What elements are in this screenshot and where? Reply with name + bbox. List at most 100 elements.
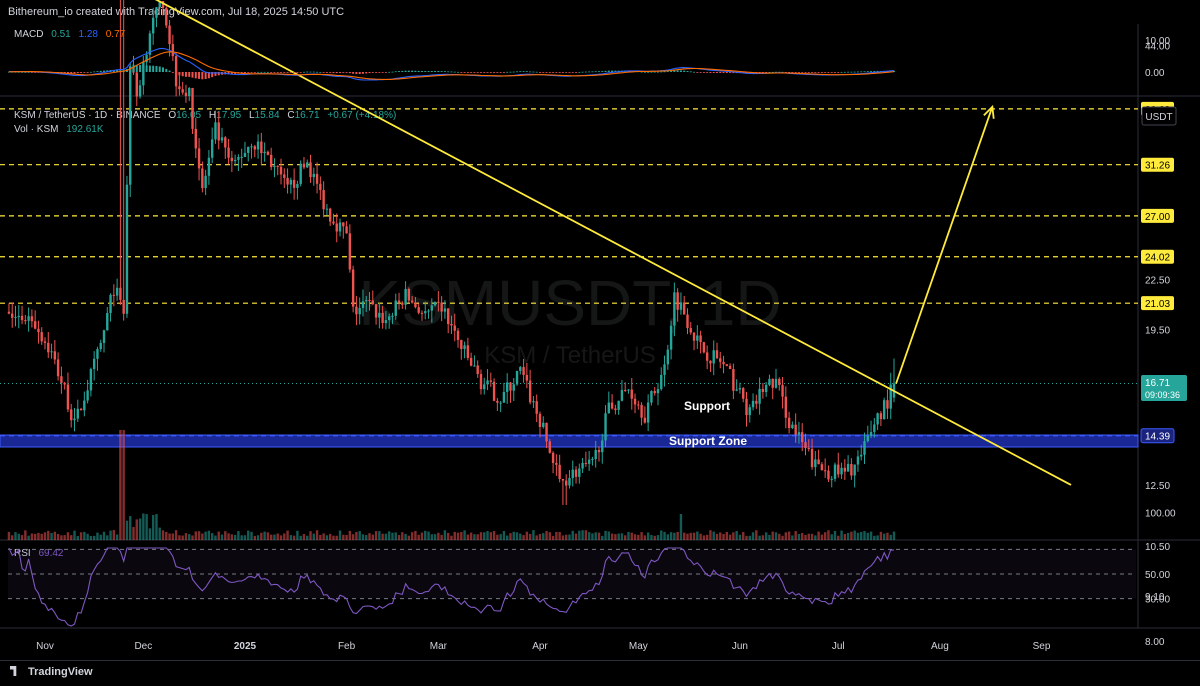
macd-histogram-bar xyxy=(696,72,699,73)
price-axis[interactable]: 60.0052.0044.0022.5019.5012.5010.509.108… xyxy=(1145,0,1176,648)
volume-bar xyxy=(207,530,211,540)
close-label: C xyxy=(287,110,295,121)
macd-histogram-bar xyxy=(106,70,109,72)
volume-bar xyxy=(856,532,860,540)
macd-histogram-bar xyxy=(873,71,876,72)
candle-body xyxy=(56,359,60,377)
candle-body xyxy=(489,380,493,382)
candle-body xyxy=(424,311,427,314)
trendline[interactable] xyxy=(38,0,1072,486)
macd-pane[interactable] xyxy=(7,47,896,81)
volume-bar xyxy=(351,534,355,540)
volume-bar xyxy=(774,532,778,540)
volume-bar xyxy=(502,531,506,540)
resistance-badge xyxy=(1141,157,1174,172)
rsi-value: 69.42 xyxy=(38,548,64,559)
volume-bar xyxy=(509,533,512,540)
macd-histogram-bar xyxy=(693,71,696,73)
volume-bar xyxy=(548,532,552,540)
candle-body xyxy=(722,361,725,365)
macd-histogram-bar xyxy=(702,72,705,73)
candle-body xyxy=(89,369,93,391)
volume-bar xyxy=(446,532,450,540)
support-zone[interactable] xyxy=(0,434,1139,448)
macd-histogram-bar xyxy=(850,71,853,73)
candle-body xyxy=(810,448,814,468)
candle-body xyxy=(142,62,145,86)
macd-histogram-bar xyxy=(417,70,420,72)
macd-histogram-bar xyxy=(558,72,561,73)
candle-body xyxy=(853,464,856,476)
price-tick: 12.50 xyxy=(1145,481,1170,492)
volume-bar xyxy=(460,532,463,540)
macd-histogram-bar xyxy=(673,70,676,72)
volume-bar xyxy=(463,530,466,540)
macd-histogram-bar xyxy=(807,72,810,73)
volume-bar xyxy=(486,531,489,540)
volume-bar xyxy=(296,530,299,540)
volume-bar xyxy=(663,531,666,540)
candle-body xyxy=(188,87,191,97)
candle-body xyxy=(384,320,388,324)
time-axis[interactable]: Nov Dec 2025 Feb Mar Apr May Jun Jul Aug Sep xyxy=(36,641,1051,652)
volume-bar xyxy=(601,535,604,540)
candle-body xyxy=(371,300,374,305)
candle-body xyxy=(171,44,175,57)
support-line[interactable]: 14.39 xyxy=(0,383,1175,444)
candle-body xyxy=(355,306,358,315)
volume-bar xyxy=(332,535,335,540)
macd-histogram-bar xyxy=(535,71,538,73)
rsi-pane[interactable] xyxy=(8,547,1136,627)
price-tick: 9.10 xyxy=(1145,592,1165,603)
macd-histogram-bar xyxy=(407,70,410,72)
candle-body xyxy=(837,464,840,475)
macd-histogram-bar xyxy=(17,71,20,73)
projection-arrow[interactable] xyxy=(895,104,995,385)
candle-body xyxy=(565,480,568,486)
candle-body xyxy=(509,382,512,391)
volume-bar xyxy=(50,532,53,540)
volume-bar xyxy=(266,532,270,540)
tradingview-logo[interactable]: TradingView xyxy=(10,666,93,678)
volume-bar xyxy=(145,514,148,540)
volume-bar xyxy=(243,535,247,540)
macd-histogram-bar xyxy=(581,71,584,73)
candle-body xyxy=(538,413,542,428)
candle-body xyxy=(14,317,17,319)
candle-body xyxy=(33,321,37,329)
projection-line xyxy=(895,106,994,385)
candle-body xyxy=(253,146,256,150)
volume-bar xyxy=(545,531,548,540)
macd-histogram-bar xyxy=(643,71,646,73)
candle-body xyxy=(60,376,63,383)
macd-histogram-bar xyxy=(555,72,558,73)
candle-body xyxy=(296,183,299,188)
candle-body xyxy=(155,7,158,18)
volume-bar xyxy=(827,530,830,540)
watermark-name: KSM / TetherUS xyxy=(484,342,656,369)
macd-histogram-bar xyxy=(286,72,289,73)
candle-body xyxy=(168,25,171,45)
candle-body xyxy=(486,380,489,385)
currency-badge[interactable] xyxy=(1141,106,1177,126)
candle-body xyxy=(40,332,43,342)
macd-histogram-bar xyxy=(463,72,466,73)
volume-bar xyxy=(620,533,624,540)
candle-body xyxy=(125,184,129,314)
volume-bar xyxy=(194,531,197,540)
volume-bar xyxy=(561,535,565,540)
candle-body xyxy=(830,478,833,480)
projection-arrowhead xyxy=(983,104,995,119)
candle-body xyxy=(17,315,20,318)
candle-body xyxy=(725,364,729,366)
macd-histogram-bar xyxy=(296,72,299,73)
macd-histogram-bar xyxy=(571,72,574,73)
price-tick: 8.00 xyxy=(1145,637,1165,648)
volume-bar xyxy=(420,532,424,540)
macd-histogram-bar xyxy=(276,72,279,73)
volume-bar xyxy=(302,534,306,540)
candle-body xyxy=(289,179,293,185)
volume-bar xyxy=(709,530,712,540)
candles[interactable] xyxy=(7,0,896,506)
